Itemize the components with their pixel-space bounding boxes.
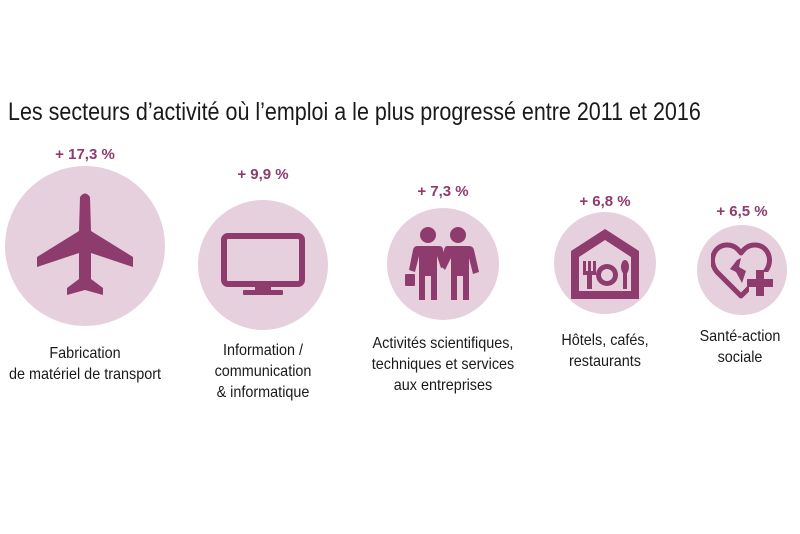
airplane-icon [35,191,135,301]
label-line: Hôtels, cafés, [561,332,649,349]
value-label: + 7,3 % [417,183,469,200]
label-line: de matériel de transport [8,366,162,383]
label-line: Santé-action [699,328,781,345]
bubble [697,225,787,315]
restaurant-icon [569,227,641,299]
value-label: + 9,9 % [237,166,289,183]
bubble [198,200,328,330]
sector-label: Fabrication de matériel de transport [0,343,171,385]
value-label: + 6,8 % [579,193,631,210]
sector-label: Santé-action sociale [659,326,800,368]
label-line: Information / [222,342,304,359]
business-people-icon [403,226,483,302]
value-label: + 17,3 % [55,146,115,163]
sector-label: Hôtels, cafés, restaurants [520,330,691,372]
monitor-icon [221,233,305,297]
chart-title: Les secteurs d’activité où l’emploi a le… [8,98,701,126]
bubble [5,166,165,326]
value-label: + 6,5 % [716,203,768,220]
label-line: Activités scientifiques, [372,335,514,352]
label-line: Fabrication [49,345,121,362]
label-line: aux entreprises [393,377,493,394]
label-line: techniques et services [371,356,515,373]
bubble [387,208,499,320]
label-line: restaurants [568,353,642,370]
bubble [554,212,656,314]
sector-label: Information / communication & informatiq… [178,340,349,403]
sector-label: Activités scientifiques, techniques et s… [353,333,533,396]
label-line: & informatique [216,384,310,401]
heart-plus-icon [711,240,773,300]
label-line: communication [214,363,312,380]
label-line: sociale [717,349,763,366]
